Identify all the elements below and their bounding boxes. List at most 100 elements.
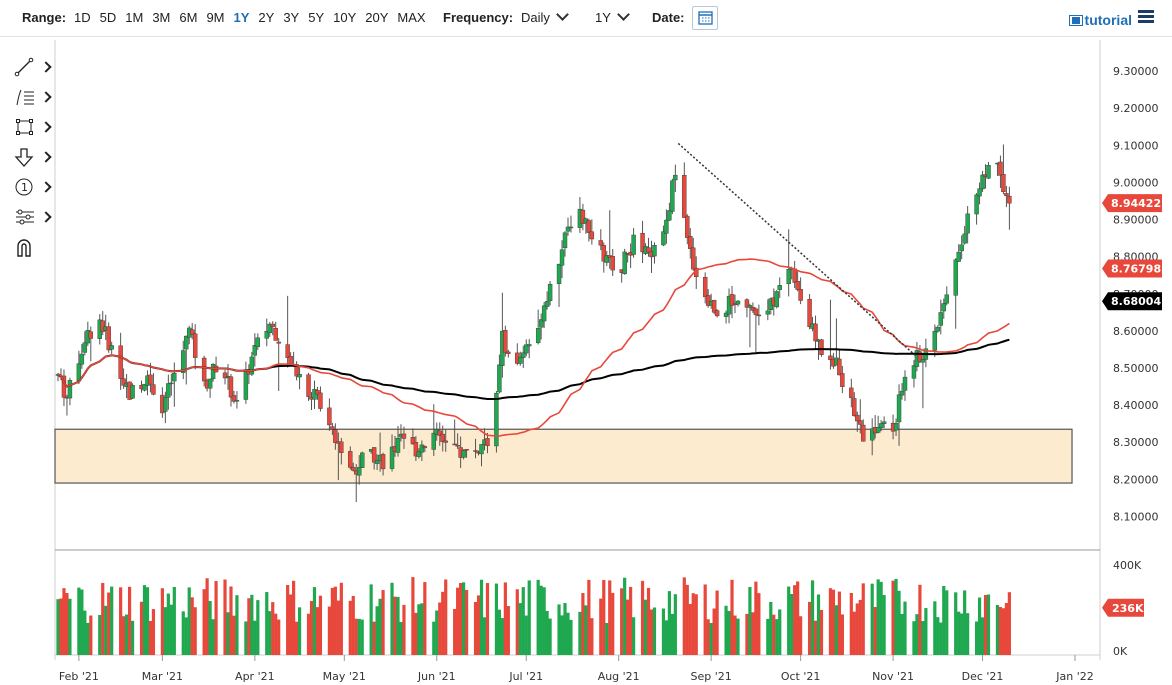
volume-bar bbox=[599, 598, 603, 655]
volume-bar bbox=[640, 580, 645, 655]
volume-bar bbox=[816, 594, 821, 655]
range-option-1y[interactable]: 1Y bbox=[233, 10, 250, 25]
volume-bar bbox=[521, 587, 525, 655]
volume-bar bbox=[545, 610, 549, 655]
rectangle-tool-button[interactable] bbox=[14, 116, 54, 146]
range-option-9m[interactable]: 9M bbox=[206, 10, 225, 25]
volume-bar bbox=[312, 587, 317, 655]
volume-bar bbox=[77, 587, 81, 655]
volume-bar bbox=[289, 594, 293, 655]
candle-body bbox=[88, 331, 94, 339]
tutorial-link[interactable]: tutorial bbox=[1068, 12, 1132, 28]
hamburger-menu-icon[interactable] bbox=[1138, 10, 1154, 24]
range-option-6m[interactable]: 6M bbox=[179, 10, 198, 25]
volume-bar bbox=[479, 579, 484, 655]
volume-bar bbox=[309, 600, 314, 655]
calendar-button[interactable] bbox=[692, 6, 718, 30]
volume-bar bbox=[646, 587, 651, 655]
candle-body bbox=[374, 460, 380, 464]
volume-bar bbox=[715, 590, 719, 655]
range-option-2y[interactable]: 2Y bbox=[258, 10, 275, 25]
fibonacci-tool-button[interactable] bbox=[14, 86, 54, 116]
volume-bar bbox=[506, 606, 510, 655]
candle-body bbox=[351, 466, 356, 471]
arrow-tool-button[interactable] bbox=[14, 146, 54, 176]
volume-bar bbox=[706, 619, 710, 655]
volume-bar bbox=[772, 614, 776, 655]
range-option-1d[interactable]: 1D bbox=[74, 10, 91, 25]
range-option-5d[interactable]: 5D bbox=[99, 10, 117, 25]
volume-bar bbox=[393, 596, 397, 655]
measure-tool-button[interactable] bbox=[14, 206, 54, 236]
candle-body bbox=[1007, 195, 1012, 204]
candle-body bbox=[503, 329, 508, 353]
candle-body bbox=[494, 392, 499, 447]
magnet-icon bbox=[17, 239, 31, 257]
volume-bar bbox=[339, 582, 343, 655]
volume-series bbox=[56, 577, 1011, 655]
candle-body bbox=[601, 245, 606, 262]
volume-bar bbox=[769, 601, 773, 655]
volume-bar bbox=[787, 586, 791, 655]
volume-bar bbox=[68, 598, 72, 655]
range-option-1m[interactable]: 1M bbox=[125, 10, 144, 25]
volume-bar bbox=[163, 607, 167, 655]
candle-body bbox=[497, 364, 502, 393]
last-price-tag: 8.94422 bbox=[1111, 197, 1161, 210]
volume-bar bbox=[151, 609, 156, 655]
volume-bar bbox=[858, 599, 862, 655]
frequency-dropdown[interactable]: Daily bbox=[521, 8, 569, 25]
fast-ma-tag-bg bbox=[1102, 259, 1162, 278]
support-zone[interactable] bbox=[54, 428, 1073, 484]
volume-bar bbox=[524, 615, 528, 655]
candle-body bbox=[416, 451, 422, 457]
candle-body bbox=[673, 174, 678, 181]
x-tick-label: Jan '22 bbox=[1055, 670, 1093, 683]
support-zone-rect bbox=[54, 428, 1073, 484]
trendline[interactable] bbox=[677, 142, 918, 358]
volume-bar bbox=[211, 619, 215, 655]
magnet-tool-button[interactable] bbox=[14, 236, 54, 266]
x-tick-label: Oct '21 bbox=[781, 670, 821, 683]
volume-bar bbox=[882, 595, 886, 655]
candle-body bbox=[142, 383, 147, 391]
volume-bar bbox=[62, 588, 66, 655]
candle-body bbox=[169, 382, 174, 385]
volume-bar bbox=[587, 579, 591, 655]
volume-bar bbox=[542, 587, 546, 655]
candle-body bbox=[276, 341, 281, 344]
range-option-20y[interactable]: 20Y bbox=[365, 10, 389, 25]
volume-bar bbox=[933, 601, 937, 655]
volume-bar bbox=[790, 594, 794, 655]
range-option-3y[interactable]: 3Y bbox=[283, 10, 300, 25]
candle-body bbox=[664, 219, 669, 234]
volume-bar bbox=[733, 615, 737, 655]
range-option-5y[interactable]: 5Y bbox=[308, 10, 325, 25]
range-option-max[interactable]: MAX bbox=[397, 10, 426, 25]
volume-bar bbox=[244, 621, 248, 655]
volume-bar bbox=[181, 611, 185, 655]
y-tick-label: 8.90000 bbox=[1113, 214, 1159, 227]
volume-bar bbox=[977, 597, 982, 655]
fibonacci-tool-icon bbox=[16, 89, 34, 106]
y-tick-label: 8.40000 bbox=[1113, 399, 1159, 412]
range-option-10y[interactable]: 10Y bbox=[333, 10, 357, 25]
volume-bar bbox=[98, 614, 102, 655]
candle-body bbox=[774, 291, 779, 308]
period-dropdown[interactable]: 1Y bbox=[595, 8, 630, 25]
volume-bar bbox=[936, 617, 940, 655]
candle-body bbox=[464, 449, 469, 451]
candle-body bbox=[568, 226, 574, 229]
counter-tool-button[interactable]: 1 bbox=[14, 176, 54, 206]
candle-body bbox=[977, 188, 982, 197]
line-tool-button[interactable] bbox=[14, 56, 54, 86]
volume-bar bbox=[351, 595, 355, 655]
candle-body bbox=[849, 387, 854, 399]
candle-body bbox=[163, 397, 168, 412]
range-option-3m[interactable]: 3M bbox=[152, 10, 171, 25]
volume-bar bbox=[536, 579, 540, 655]
volume-bar bbox=[372, 621, 376, 655]
candle-body bbox=[744, 299, 750, 308]
volume-bar bbox=[736, 618, 740, 655]
